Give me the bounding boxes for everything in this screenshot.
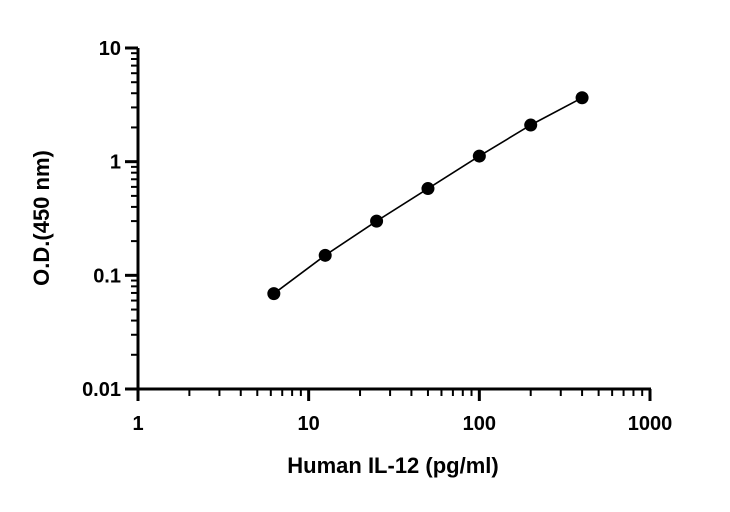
data-point [575, 91, 589, 105]
y-tick-label: 0.01 [82, 379, 121, 401]
y-axis-title: O.D.(450 nm) [29, 150, 54, 286]
y-tick-label: 1 [110, 152, 121, 174]
data-point [524, 118, 538, 132]
x-tick-label: 100 [463, 413, 496, 435]
x-tick-label: 1 [132, 413, 143, 435]
data-point [370, 214, 384, 228]
y-tick-label: 10 [99, 38, 121, 60]
x-tick-label: 1000 [628, 413, 673, 435]
data-point [267, 287, 281, 301]
data-point [318, 248, 332, 262]
axes: 1 10 100 1000 0.01 0.1 1 10 [82, 38, 672, 435]
data-point [421, 182, 435, 196]
data-points-layer [267, 91, 589, 301]
x-tick-label: 10 [298, 413, 320, 435]
y-tick-label: 0.1 [93, 265, 121, 287]
data-point [472, 149, 486, 163]
x-axis-title: Human IL-12 (pg/ml) [287, 453, 498, 478]
